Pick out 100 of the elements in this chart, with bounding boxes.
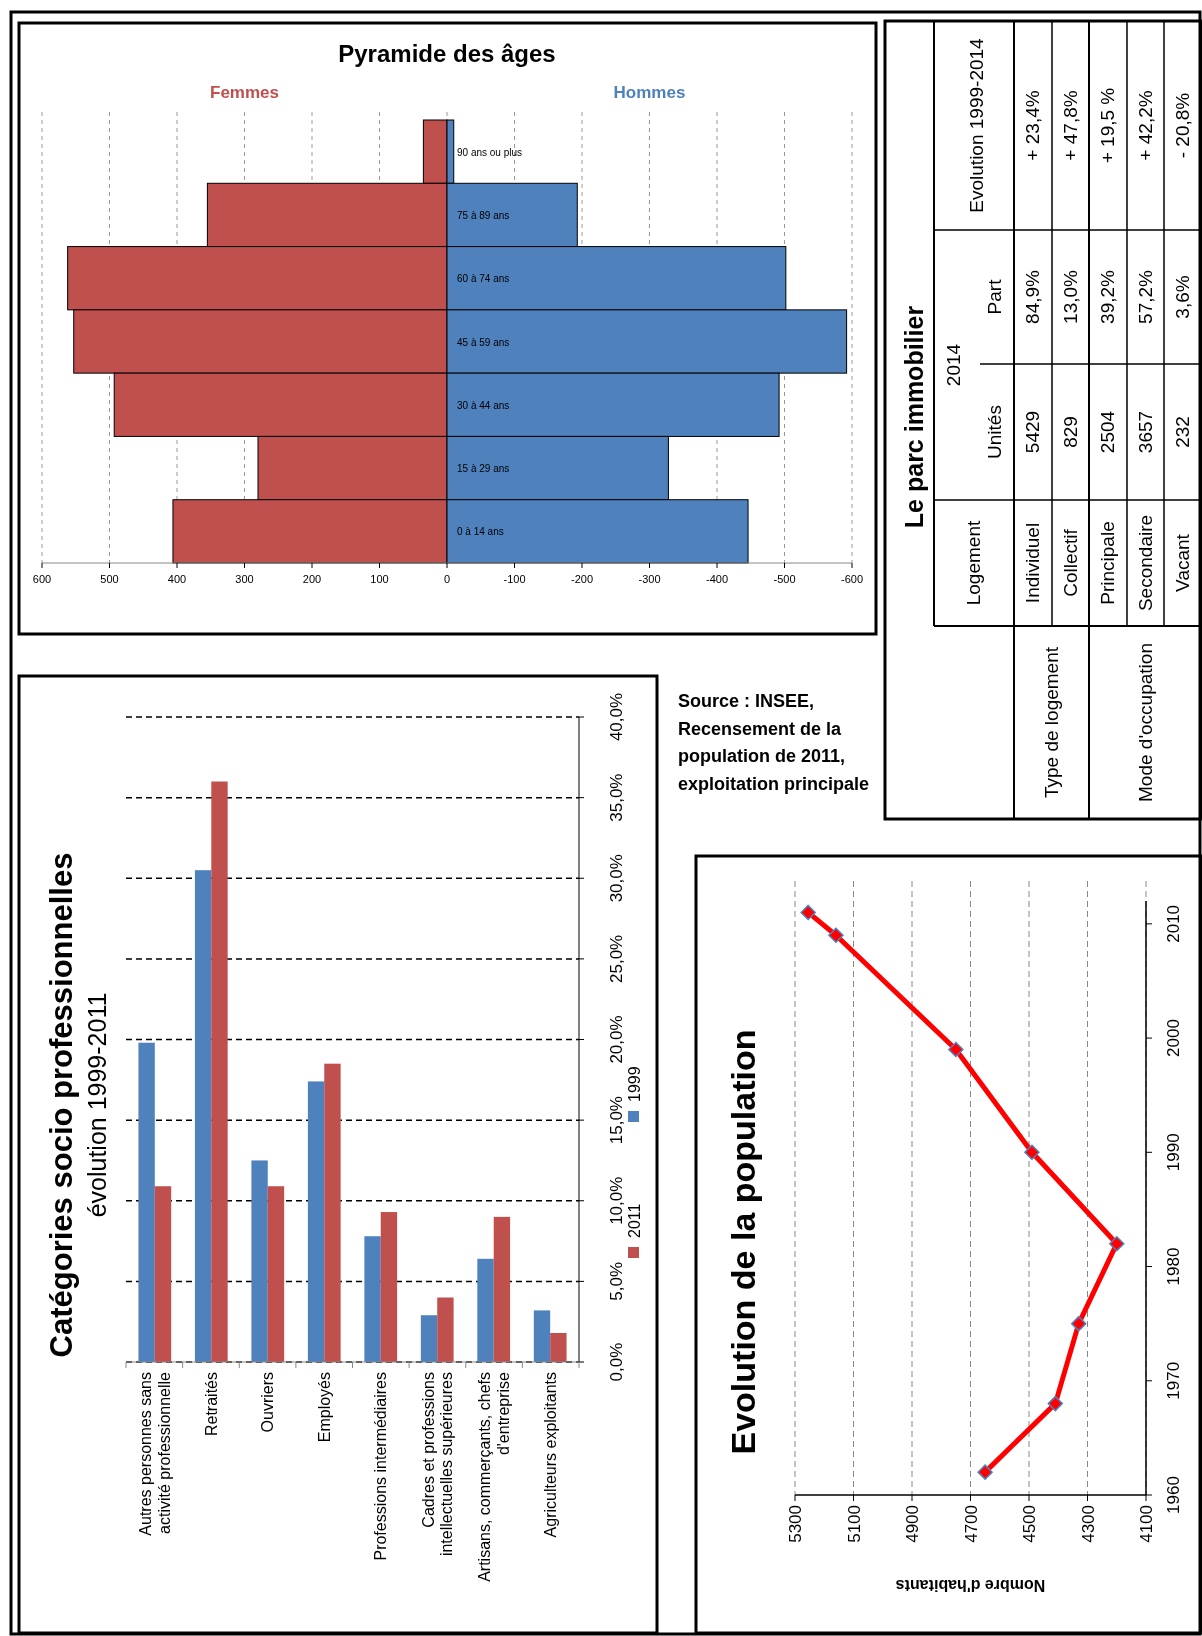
y-tick-label: 15,0% bbox=[607, 1096, 626, 1145]
x-tick-label: 5300 bbox=[786, 1505, 805, 1543]
x-tick-label: 5100 bbox=[844, 1505, 864, 1543]
x-tick-label: -300 bbox=[638, 573, 661, 585]
x-tick-label: Autres personnes sans activité professionnelle bbox=[137, 1371, 173, 1536]
text: Part bbox=[984, 278, 1005, 315]
text: 84,9% bbox=[1022, 269, 1043, 324]
y-tick-label: 1960 bbox=[1164, 1476, 1183, 1514]
text: 13,0% bbox=[1059, 269, 1081, 324]
point bbox=[1070, 1315, 1087, 1332]
x-tick-label: Employés bbox=[315, 1372, 333, 1443]
x-tick-label: 500 bbox=[100, 573, 119, 585]
y-tick-label: 90 ans ou plus bbox=[457, 146, 523, 158]
x-tick-label: 4900 bbox=[903, 1505, 922, 1543]
bar bbox=[437, 1297, 454, 1362]
text: Femmes bbox=[210, 83, 279, 102]
text: 5429 bbox=[1022, 410, 1043, 454]
bar bbox=[550, 1332, 567, 1362]
y-tick-label: 0 à 14 ans bbox=[457, 526, 504, 538]
y-tick-label: 10,0% bbox=[607, 1176, 626, 1225]
text: Principale bbox=[1097, 521, 1118, 605]
y-tick-label: 0,0% bbox=[607, 1342, 626, 1382]
text: - 20,8% bbox=[1172, 92, 1193, 159]
chart-title: Pyramide des âges bbox=[338, 40, 556, 67]
text: Vacant bbox=[1172, 533, 1193, 592]
bar bbox=[307, 1081, 325, 1363]
text: 232 bbox=[1172, 416, 1193, 448]
x-tick-label: 4300 bbox=[1078, 1505, 1098, 1543]
x-tick-label: Retraités bbox=[202, 1372, 220, 1437]
y-tick-label: 5,0% bbox=[607, 1262, 626, 1301]
text: 57,2% bbox=[1134, 269, 1156, 324]
point bbox=[1024, 1144, 1040, 1161]
text: Le parc immobilier bbox=[900, 305, 928, 529]
text: 2011 bbox=[626, 1203, 643, 1238]
y-tick-label: 1970 bbox=[1164, 1361, 1183, 1400]
text: + 23,4% bbox=[1022, 90, 1043, 161]
bar bbox=[194, 870, 212, 1362]
y-tick-label: 2010 bbox=[1164, 904, 1183, 943]
x-tick-label: -500 bbox=[773, 573, 796, 585]
text: évolution 1999-2011 bbox=[83, 992, 111, 1218]
x-axis-title: Nombre d'habitants bbox=[895, 1577, 1046, 1594]
text: 3657 bbox=[1134, 410, 1156, 454]
point bbox=[977, 1464, 993, 1480]
bar bbox=[420, 1315, 438, 1362]
x-tick-label: -400 bbox=[705, 573, 729, 585]
bar bbox=[251, 1160, 268, 1362]
y-tick-label: 45 à 59 ans bbox=[457, 336, 510, 348]
text: + 47,8% bbox=[1059, 90, 1081, 161]
text: Hommes bbox=[613, 83, 686, 102]
bar bbox=[493, 1216, 511, 1363]
x-tick-label: 100 bbox=[370, 573, 389, 585]
x-tick-label: 4100 bbox=[1137, 1505, 1156, 1543]
bar bbox=[324, 1063, 341, 1362]
point bbox=[800, 904, 816, 921]
bar bbox=[477, 1258, 494, 1362]
y-tick-label: 20,0% bbox=[607, 1015, 626, 1064]
text: + 19,5 % bbox=[1097, 87, 1118, 164]
x-tick-label: -200 bbox=[570, 573, 594, 585]
y-tick-label: 15 à 29 ans bbox=[457, 463, 510, 475]
bar bbox=[211, 781, 228, 1362]
y-tick-label: 75 à 89 ans bbox=[457, 209, 510, 221]
x-tick-label: 0 bbox=[443, 573, 451, 585]
x-tick-label: Cadres et professions intellectuelles supérieures bbox=[419, 1372, 456, 1557]
point bbox=[828, 927, 844, 944]
text: Collectif bbox=[1059, 528, 1081, 597]
y-tick-label: 30 à 44 ans bbox=[457, 399, 510, 411]
text: 2504 bbox=[1097, 410, 1118, 454]
bar bbox=[138, 1042, 155, 1362]
x-tick-label: 200 bbox=[302, 573, 322, 585]
text: 39,2% bbox=[1097, 269, 1118, 324]
text: + 42,2% bbox=[1134, 90, 1156, 161]
text: Individuel bbox=[1022, 522, 1043, 604]
text: 1999 bbox=[626, 1066, 643, 1102]
y-tick-label: 40,0% bbox=[607, 692, 626, 742]
point bbox=[1109, 1235, 1125, 1252]
text: 2014 bbox=[943, 343, 964, 387]
text: Unités bbox=[984, 405, 1005, 459]
bar bbox=[533, 1310, 551, 1362]
text: Type de logement bbox=[1040, 646, 1062, 799]
x-tick-label: 4700 bbox=[961, 1505, 981, 1543]
bar bbox=[267, 1186, 285, 1362]
point bbox=[1047, 1395, 1064, 1412]
bar bbox=[380, 1212, 398, 1362]
text: Evolution 1999-2014 bbox=[966, 37, 987, 213]
x-tick-label: -600 bbox=[840, 573, 864, 585]
y-tick-label: 60 à 74 ans bbox=[457, 273, 510, 285]
text: Evolution de la population bbox=[724, 1029, 762, 1455]
x-tick-label: 300 bbox=[235, 573, 254, 585]
bar bbox=[154, 1186, 172, 1362]
x-tick-label: 400 bbox=[167, 573, 187, 585]
text: 829 bbox=[1059, 416, 1081, 448]
text: Mode d'occupation bbox=[1134, 643, 1156, 802]
text: Catégories socio professionnelles bbox=[44, 852, 79, 1358]
x-tick-label: 600 bbox=[32, 573, 52, 585]
text: Logement bbox=[963, 520, 984, 606]
y-tick-label: 30,0% bbox=[607, 854, 626, 903]
x-tick-label: Professions intermédiaires bbox=[372, 1372, 390, 1561]
y-tick-label: 1980 bbox=[1164, 1247, 1183, 1286]
x-tick-label: -100 bbox=[503, 573, 526, 585]
y-tick-label: 1990 bbox=[1164, 1133, 1183, 1172]
